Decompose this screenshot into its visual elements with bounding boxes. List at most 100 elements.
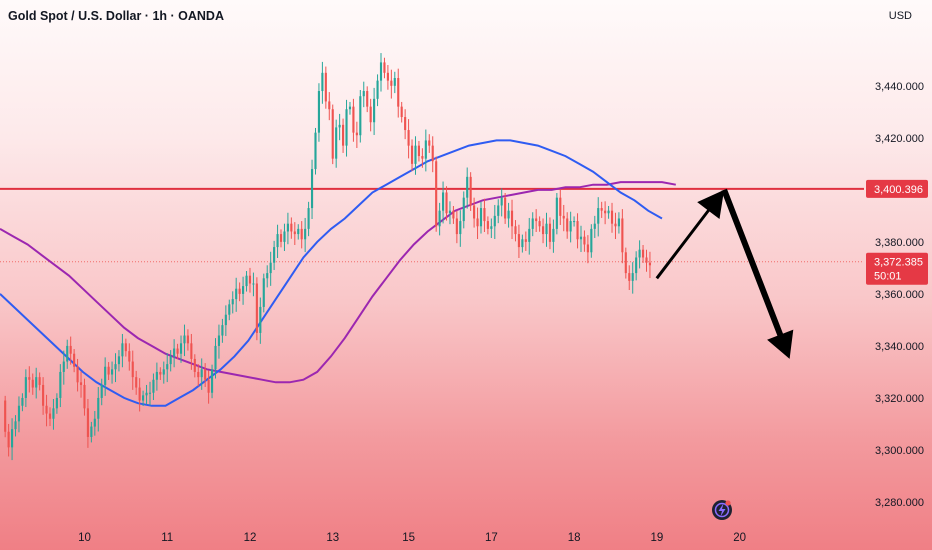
candle-body[interactable] — [510, 210, 514, 227]
candle-body[interactable] — [7, 431, 10, 448]
candle-body[interactable] — [117, 356, 121, 365]
candle-body[interactable] — [621, 218, 624, 253]
candle-body[interactable] — [369, 106, 372, 123]
candle-body[interactable] — [459, 221, 462, 235]
candle-body[interactable] — [279, 234, 283, 242]
candle-body[interactable] — [479, 208, 483, 227]
candle-body[interactable] — [235, 288, 238, 300]
candle-body[interactable] — [255, 283, 258, 333]
candle-body[interactable] — [504, 197, 507, 219]
candle-body[interactable] — [586, 244, 589, 253]
candle-body[interactable] — [569, 221, 572, 232]
candle-body[interactable] — [183, 335, 186, 344]
candle-body[interactable] — [290, 223, 293, 232]
candle-body[interactable] — [593, 223, 596, 229]
candle-body[interactable] — [648, 262, 652, 266]
candle-body[interactable] — [259, 306, 262, 333]
candle-body[interactable] — [190, 343, 193, 359]
candle-body[interactable] — [390, 80, 393, 86]
candle-body[interactable] — [231, 299, 234, 305]
tv-logo[interactable] — [712, 500, 732, 520]
candle-body[interactable] — [521, 239, 524, 248]
candle-body[interactable] — [245, 275, 248, 287]
candle-body[interactable] — [31, 379, 34, 388]
candle-body[interactable] — [283, 231, 286, 242]
candle-body[interactable] — [114, 364, 117, 370]
candle-body[interactable] — [293, 231, 296, 235]
candle-body[interactable] — [386, 72, 389, 81]
candle-body[interactable] — [90, 426, 93, 437]
candle-body[interactable] — [404, 117, 407, 131]
candle-body[interactable] — [238, 288, 241, 294]
candle-body[interactable] — [476, 218, 479, 227]
candle-body[interactable] — [197, 371, 200, 378]
candle-body[interactable] — [607, 210, 610, 214]
candle-body[interactable] — [352, 106, 355, 133]
candle-body[interactable] — [435, 161, 438, 227]
candle-body[interactable] — [224, 314, 227, 326]
candle-body[interactable] — [366, 91, 369, 107]
candle-body[interactable] — [579, 236, 583, 240]
candle-body[interactable] — [455, 218, 458, 235]
candle-body[interactable] — [66, 345, 69, 362]
candle-body[interactable] — [617, 218, 620, 227]
candle-body[interactable] — [383, 62, 386, 73]
candle-body[interactable] — [552, 228, 555, 242]
candle-body[interactable] — [179, 343, 183, 354]
candle-body[interactable] — [304, 228, 307, 240]
candle-body[interactable] — [262, 278, 265, 307]
candle-body[interactable] — [628, 273, 631, 281]
candle-body[interactable] — [466, 176, 469, 198]
candle-body[interactable] — [100, 384, 103, 398]
candle-body[interactable] — [286, 223, 289, 232]
candle-body[interactable] — [641, 249, 645, 258]
candle-body[interactable] — [548, 223, 552, 242]
candle-body[interactable] — [597, 208, 600, 224]
candle-body[interactable] — [331, 109, 334, 159]
candle-body[interactable] — [338, 124, 341, 128]
candle-body[interactable] — [441, 192, 445, 211]
candle-body[interactable] — [62, 361, 65, 372]
candle-body[interactable] — [93, 418, 96, 427]
current-price-tag[interactable] — [866, 252, 928, 285]
candle-body[interactable] — [428, 140, 431, 146]
candle-body[interactable] — [73, 353, 76, 367]
candle-body[interactable] — [79, 382, 83, 385]
candle-body[interactable] — [166, 364, 169, 370]
candle-body[interactable] — [162, 369, 165, 375]
candle-body[interactable] — [24, 377, 27, 398]
candle-body[interactable] — [517, 234, 520, 248]
candle-body[interactable] — [362, 91, 365, 97]
candle-body[interactable] — [379, 62, 383, 81]
candle-body[interactable] — [138, 387, 141, 401]
candle-body[interactable] — [335, 127, 338, 159]
candle-body[interactable] — [186, 335, 189, 344]
candle-body[interactable] — [307, 208, 310, 229]
candle-body[interactable] — [348, 106, 352, 110]
candle-body[interactable] — [86, 408, 89, 437]
candle-body[interactable] — [45, 405, 48, 414]
candle-body[interactable] — [431, 145, 434, 162]
candle-body[interactable] — [317, 91, 321, 133]
candle-body[interactable] — [321, 72, 324, 92]
candle-body[interactable] — [407, 130, 410, 146]
candle-body[interactable] — [559, 197, 562, 216]
candle-body[interactable] — [10, 429, 14, 448]
candle-body[interactable] — [448, 210, 452, 214]
candle-body[interactable] — [541, 226, 545, 235]
candle-body[interactable] — [573, 221, 576, 223]
candle-body[interactable] — [583, 236, 586, 245]
candle-body[interactable] — [400, 106, 403, 118]
candle-body[interactable] — [445, 192, 448, 214]
candle-body[interactable] — [486, 221, 489, 229]
candle-body[interactable] — [42, 384, 45, 406]
candle-body[interactable] — [38, 377, 41, 385]
candle-body[interactable] — [266, 273, 269, 279]
candle-body[interactable] — [297, 228, 300, 235]
candle-body[interactable] — [414, 145, 417, 164]
candle-body[interactable] — [324, 72, 327, 102]
candle-body[interactable] — [524, 239, 527, 242]
candle-body[interactable] — [52, 408, 55, 419]
candle-body[interactable] — [555, 197, 558, 229]
